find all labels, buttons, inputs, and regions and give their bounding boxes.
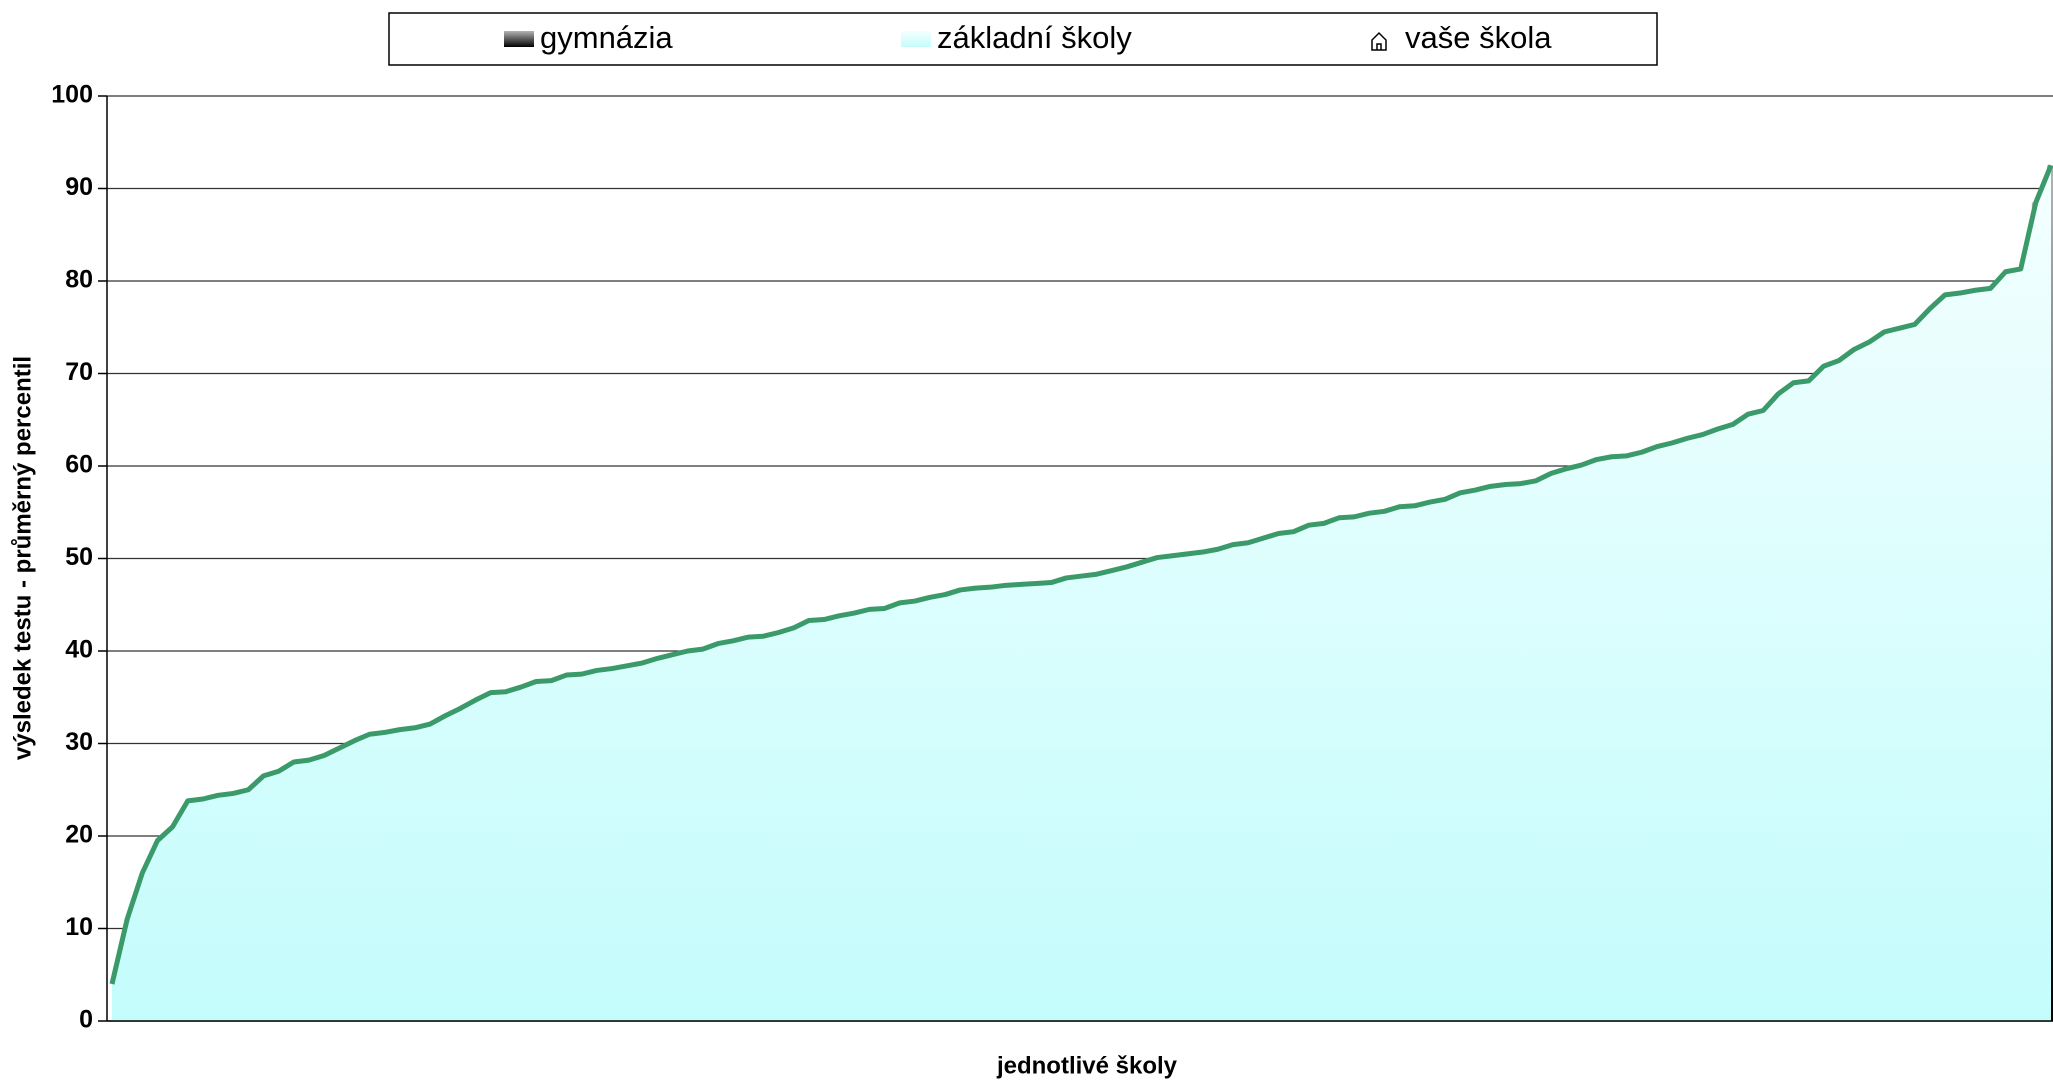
- legend-label: vaše škola: [1405, 20, 1552, 55]
- legend-swatch: [901, 31, 931, 47]
- y-tick-label: 60: [65, 451, 93, 479]
- legend-icon: [1371, 31, 1387, 51]
- y-tick-label: 20: [65, 821, 93, 849]
- legend-swatch: [504, 31, 534, 47]
- x-axis-title: jednotlivé školy: [996, 1052, 1178, 1079]
- area-fill: [112, 165, 2051, 1021]
- y-tick-label: 100: [51, 81, 93, 109]
- y-tick-label: 90: [65, 173, 93, 201]
- y-tick-label: 80: [65, 266, 93, 294]
- y-tick-label: 10: [65, 913, 93, 941]
- y-tick-label: 50: [65, 543, 93, 571]
- y-axis-title: výsledek testu - průměrný percentil: [9, 356, 36, 760]
- y-tick-label: 70: [65, 358, 93, 386]
- y-tick-label: 30: [65, 728, 93, 756]
- legend-box: [388, 12, 1658, 66]
- legend-label: základní školy: [937, 20, 1132, 55]
- y-tick-label: 40: [65, 636, 93, 664]
- line: [109, 164, 2053, 985]
- y-tick-label: 0: [79, 1006, 93, 1034]
- legend-label: gymnázia: [540, 20, 673, 55]
